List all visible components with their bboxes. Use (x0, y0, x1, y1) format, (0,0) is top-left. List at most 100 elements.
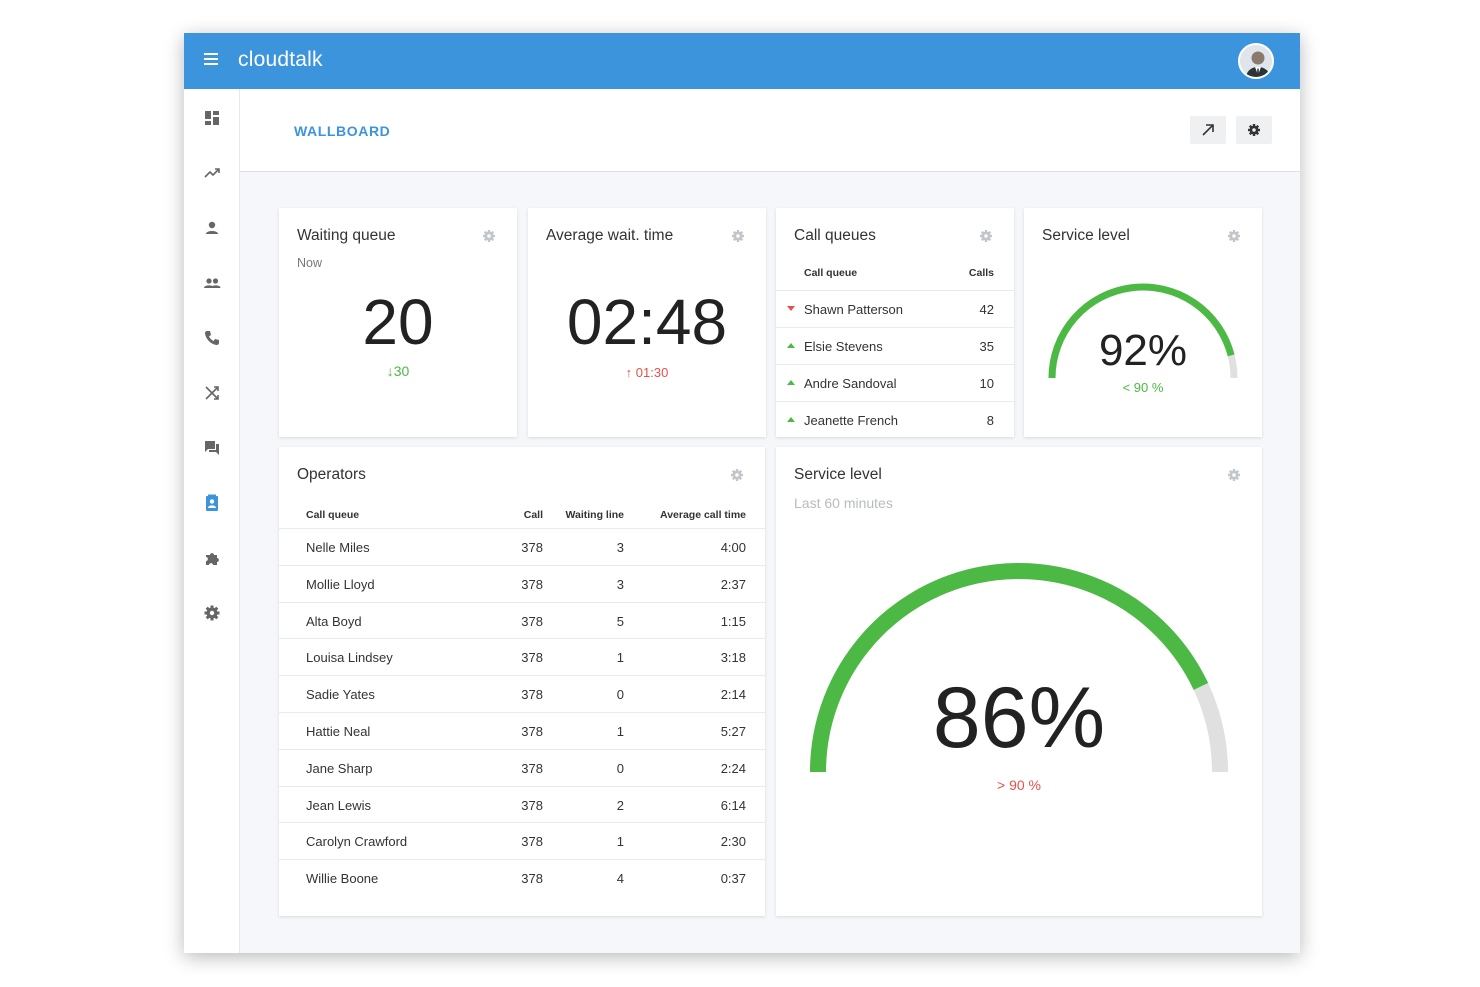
operator-average-call-time: 2:14 (720, 687, 746, 703)
operator-average-call-time: 5:27 (720, 723, 746, 739)
table-row: Jean Lewis 378 2 6:14 (279, 785, 765, 823)
table-row: Shawn Patterson 42 (776, 290, 1014, 327)
queue-name: Shawn Patterson (804, 302, 904, 317)
puzzle-icon[interactable] (202, 549, 222, 569)
operator-call: 378 (521, 687, 543, 703)
expand-button[interactable] (1190, 116, 1226, 144)
service-level-large-target: > 90 % (997, 777, 1041, 793)
operator-waiting-line: 1 (616, 723, 624, 739)
operator-average-call-time: 0:37 (720, 871, 746, 887)
service-level-value: 92% (1098, 326, 1188, 375)
phone-icon[interactable] (202, 328, 222, 348)
queue-name: Andre Sandoval (804, 376, 897, 391)
page-header: WALLBOARD (240, 89, 1300, 172)
card-title: Service level (794, 466, 882, 483)
operator-waiting-line: 2 (616, 797, 624, 813)
trend-up-icon (787, 380, 795, 385)
card-gear-icon[interactable] (729, 467, 745, 483)
card-gear-icon[interactable] (730, 228, 746, 244)
operator-waiting-line: 1 (616, 834, 624, 850)
analytics-icon[interactable] (202, 163, 222, 183)
call-queues-table: Call queue Calls Shawn Patterson 42 Elsie … (776, 258, 1014, 438)
person-icon[interactable] (202, 218, 222, 238)
chat-icon[interactable] (202, 438, 222, 458)
operator-call: 378 (521, 650, 543, 666)
header-call: Call (523, 509, 543, 521)
header-average-call-time: Average call time (660, 509, 746, 521)
service-level-target: < 90 % (1122, 380, 1164, 395)
operator-call: 378 (521, 613, 543, 629)
wallboard-icon[interactable] (202, 493, 222, 513)
header-call-queue: Call queue (804, 267, 858, 279)
service-level-large-value: 86% (932, 670, 1106, 766)
queue-calls: 35 (979, 339, 994, 354)
table-row: Elsie Stevens 35 (776, 327, 1014, 364)
operator-name: Hattie Neal (306, 723, 371, 739)
operator-name: Jean Lewis (306, 797, 372, 813)
sidebar (184, 89, 240, 953)
average-wait-delta: ↑ 01:30 (625, 365, 669, 380)
queue-name: Elsie Stevens (804, 339, 883, 354)
gear-icon (1248, 124, 1260, 136)
average-wait-value: 02:48 (566, 286, 728, 358)
operator-name: Jane Sharp (306, 760, 373, 776)
operator-call: 378 (521, 834, 543, 850)
app-window: cloudtalk (184, 33, 1300, 953)
service-level-large-card: Service level Last 60 minutes 86% > 90 % (776, 447, 1262, 916)
operator-waiting-line: 3 (616, 540, 624, 555)
operator-name: Louisa Lindsey (306, 650, 393, 666)
service-level-gauge (1048, 283, 1238, 379)
operator-average-call-time: 2:37 (720, 576, 746, 592)
settings-icon[interactable] (202, 603, 222, 623)
shuffle-icon[interactable] (202, 383, 222, 403)
table-row: Nelle Miles 378 3 4:00 (279, 528, 765, 565)
gauge-fill (810, 563, 1209, 773)
dashboard-icon[interactable] (202, 108, 222, 128)
queue-calls: 42 (979, 302, 994, 317)
operator-waiting-line: 3 (616, 576, 624, 592)
operator-average-call-time: 1:15 (720, 613, 746, 629)
service-level-large-gauge (810, 563, 1228, 773)
arrow-down-icon: ↓ (386, 363, 394, 379)
operator-waiting-line: 4 (616, 871, 624, 887)
operator-call: 378 (521, 540, 543, 555)
operator-average-call-time: 4:00 (720, 540, 746, 555)
operator-average-call-time: 6:14 (720, 797, 746, 813)
gauge-fill (1048, 283, 1235, 379)
operator-name: Sadie Yates (306, 687, 375, 703)
card-title: Call queues (794, 227, 876, 244)
table-row: Alta Boyd 378 5 1:15 (279, 601, 765, 639)
table-row: Willie Boone 378 4 0:37 (279, 859, 765, 896)
card-gear-icon[interactable] (481, 228, 497, 244)
table-header: Call queue Calls (776, 258, 1014, 290)
trend-up-icon (787, 417, 795, 422)
operator-name: Carolyn Crawford (306, 834, 408, 850)
arrow-up-icon: ↑ (625, 365, 633, 380)
header-call-queue: Call queue (306, 509, 360, 521)
card-title: Operators (297, 466, 366, 483)
people-icon[interactable] (202, 273, 222, 293)
brand-logo: cloudtalk (238, 48, 323, 71)
operator-call: 378 (521, 797, 543, 813)
table-row: Jeanette French 8 (776, 401, 1014, 438)
operators-card: Operators Call queue Call Waiting line A… (279, 447, 765, 916)
operator-name: Alta Boyd (306, 613, 362, 629)
card-gear-icon[interactable] (1226, 228, 1242, 244)
table-row: Jane Sharp 378 0 2:24 (279, 748, 765, 786)
operator-name: Mollie Lloyd (306, 576, 375, 592)
menu-icon[interactable] (204, 53, 218, 67)
header-settings-button[interactable] (1236, 116, 1272, 144)
page-title: WALLBOARD (294, 123, 391, 139)
card-gear-icon[interactable] (1226, 467, 1242, 483)
operator-call: 378 (521, 871, 543, 887)
card-gear-icon[interactable] (978, 228, 994, 244)
queue-calls: 8 (986, 413, 994, 428)
waiting-queue-delta: ↓30 (386, 363, 410, 379)
operator-waiting-line: 0 (616, 760, 624, 776)
top-bar: cloudtalk (184, 33, 1300, 89)
waiting-queue-card: Waiting queue Now 20 ↓30 (279, 208, 517, 437)
card-subtitle: Last 60 minutes (794, 495, 893, 511)
table-row: Andre Sandoval 10 (776, 364, 1014, 401)
operator-name: Willie Boone (306, 871, 379, 887)
user-avatar[interactable] (1238, 43, 1274, 79)
